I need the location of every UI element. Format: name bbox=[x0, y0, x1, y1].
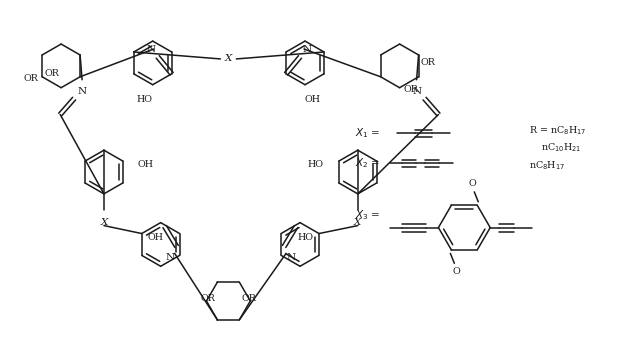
Text: O: O bbox=[452, 267, 460, 276]
Text: OR: OR bbox=[404, 85, 419, 94]
Text: $X_1$ =: $X_1$ = bbox=[355, 126, 380, 140]
Text: OR: OR bbox=[44, 69, 59, 78]
Text: nC$_8$H$_{17}$: nC$_8$H$_{17}$ bbox=[529, 160, 565, 172]
Text: OR: OR bbox=[241, 294, 256, 303]
Text: N: N bbox=[146, 45, 156, 53]
Text: N: N bbox=[286, 253, 295, 263]
Text: X: X bbox=[225, 54, 232, 64]
Text: HO: HO bbox=[308, 160, 324, 168]
Text: HO: HO bbox=[297, 233, 313, 242]
Text: OH: OH bbox=[147, 233, 164, 242]
Text: OR: OR bbox=[23, 74, 38, 83]
Text: nC$_{10}$H$_{21}$: nC$_{10}$H$_{21}$ bbox=[541, 142, 582, 154]
Text: OR: OR bbox=[420, 58, 435, 67]
Text: OR: OR bbox=[200, 294, 215, 303]
Text: R = nC$_8$H$_{17}$: R = nC$_8$H$_{17}$ bbox=[529, 124, 587, 137]
Text: $X_3$ =: $X_3$ = bbox=[355, 208, 380, 221]
Text: X: X bbox=[354, 218, 361, 227]
Text: OH: OH bbox=[138, 160, 154, 168]
Text: N: N bbox=[165, 253, 175, 263]
Text: X: X bbox=[100, 218, 108, 227]
Text: N: N bbox=[302, 45, 312, 53]
Text: N: N bbox=[412, 87, 421, 96]
Text: OH: OH bbox=[305, 95, 321, 104]
Text: N: N bbox=[78, 87, 86, 96]
Text: O: O bbox=[468, 179, 476, 188]
Text: $X_2$ =: $X_2$ = bbox=[355, 156, 380, 170]
Text: HO: HO bbox=[137, 95, 153, 104]
